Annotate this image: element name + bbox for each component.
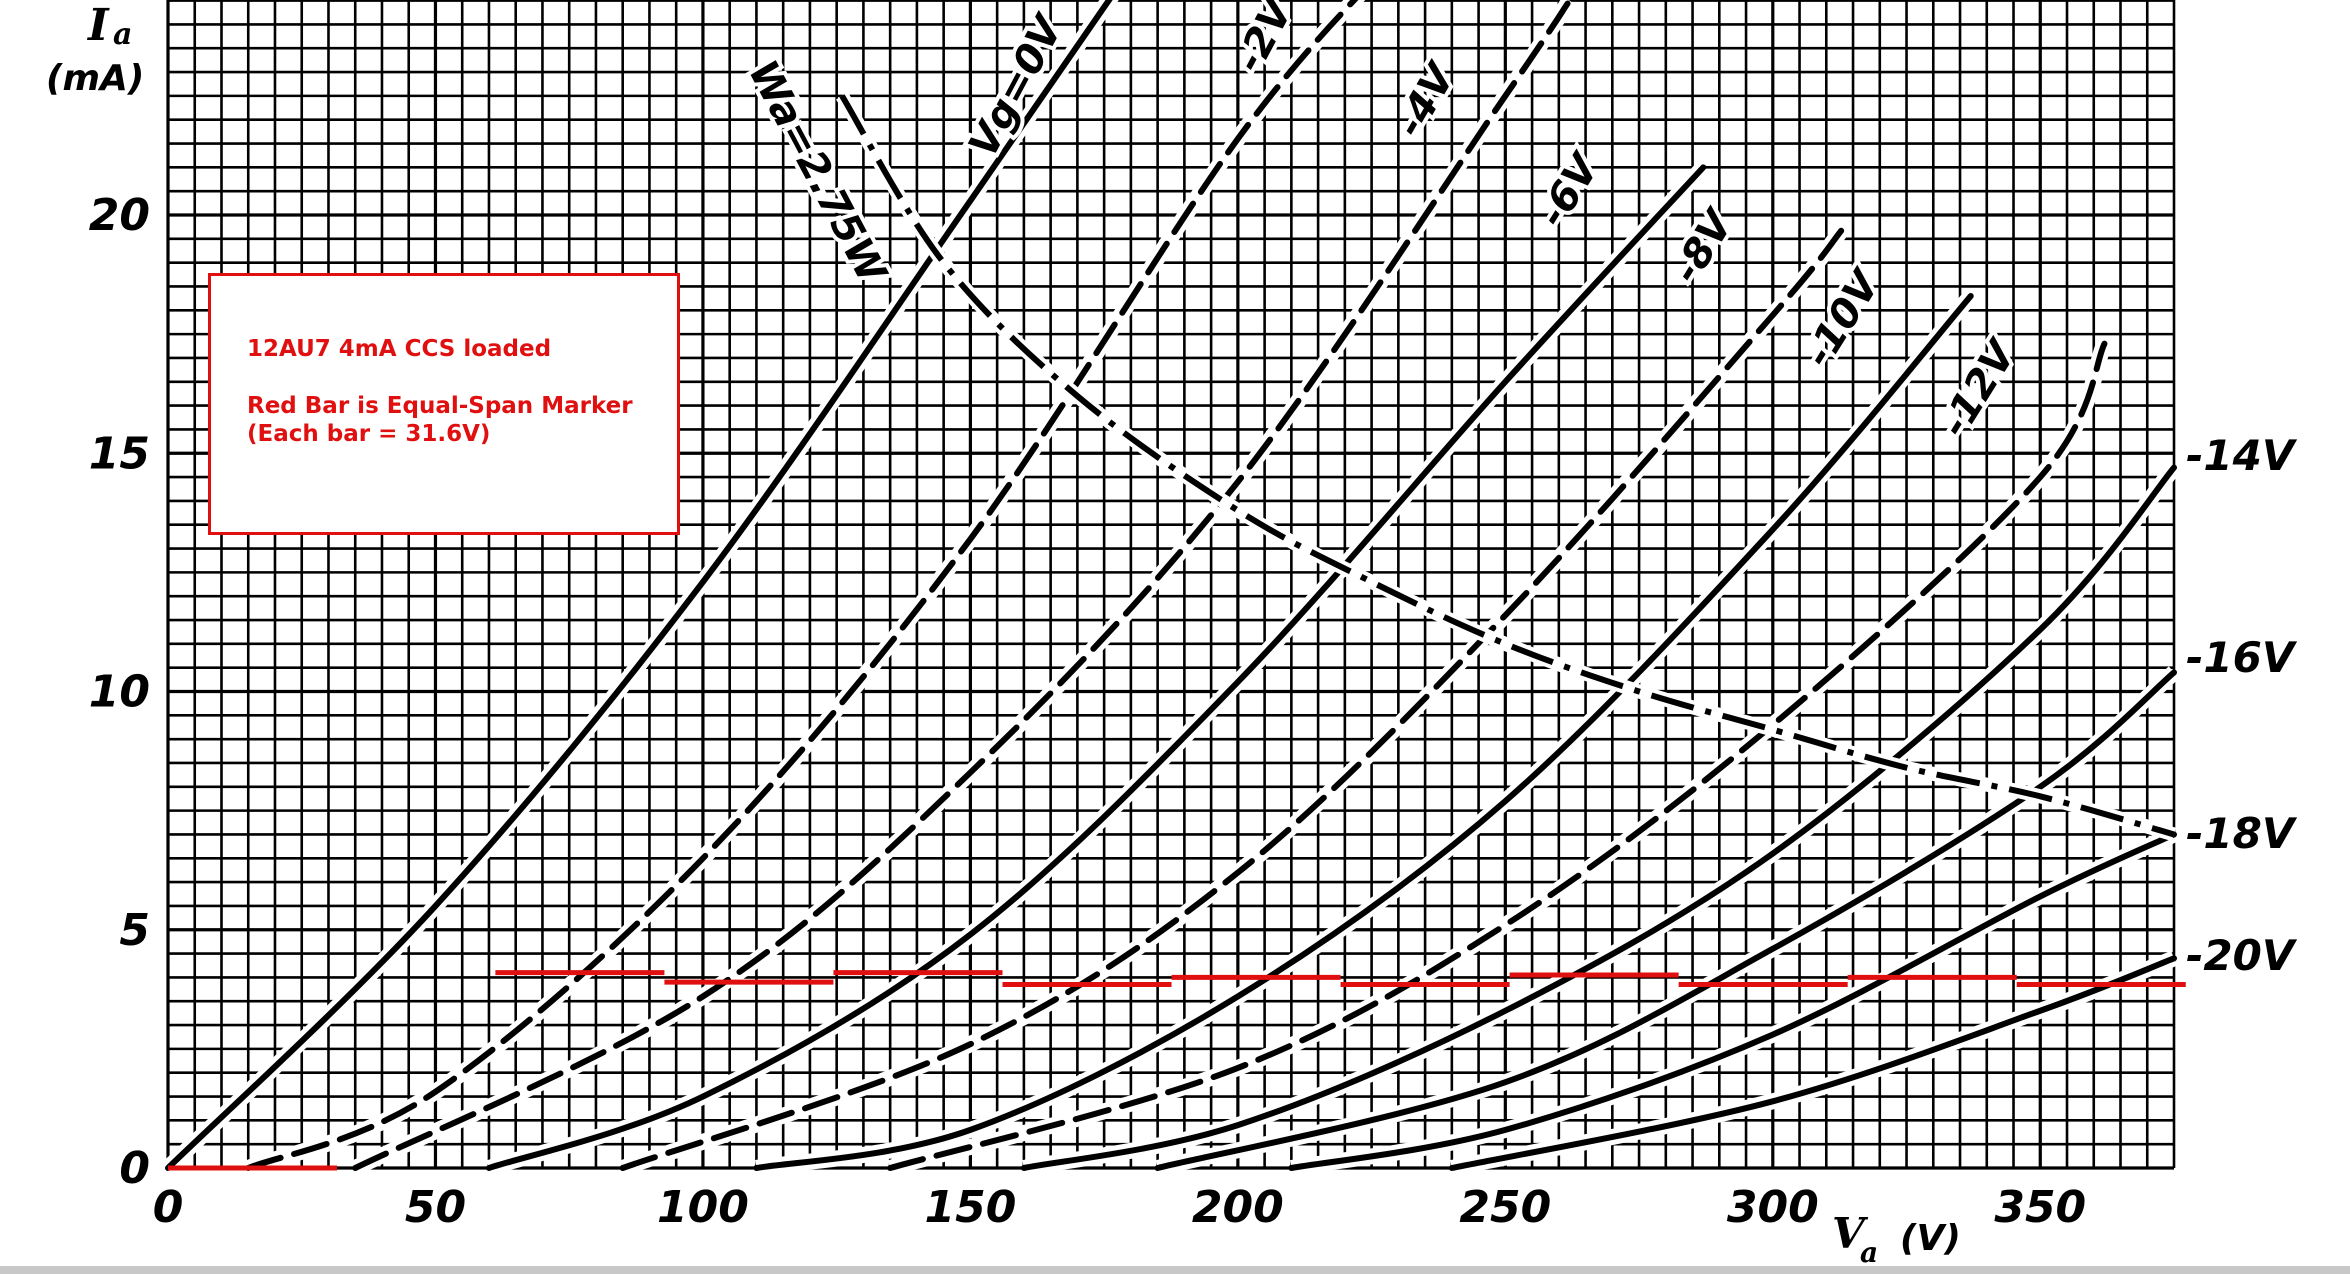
curve-12v bbox=[887, 340, 2108, 1171]
curve-8v bbox=[619, 226, 1846, 1171]
x-tick-label: 50 bbox=[405, 1182, 466, 1233]
curve-label: -18V bbox=[2186, 809, 2298, 858]
x-tick-label: 350 bbox=[1994, 1182, 2086, 1233]
y-axis-symbol: I bbox=[86, 0, 110, 51]
power-limit-line bbox=[839, 94, 2175, 838]
x-tick-label: 300 bbox=[1727, 1182, 1819, 1233]
curve-halo bbox=[887, 340, 2112, 1176]
annotation-span-note: (Each bar = 31.6V) bbox=[247, 421, 491, 447]
axis-tick-labels: 0 50 100 150 200 250 300 350 0 5 10 15 20 bbox=[89, 190, 2086, 1233]
x-axis-subscript: a bbox=[1860, 1236, 1878, 1269]
annotation-box: 12AU7 4mA CCS loaded Red Bar is Equal-Sp… bbox=[208, 273, 680, 535]
curve-halo bbox=[162, 0, 1119, 1174]
curve-label: -16V bbox=[2186, 633, 2298, 682]
curve-label: -14V bbox=[2186, 431, 2298, 480]
power-limit-curve bbox=[836, 92, 2176, 842]
y-tick-label: 10 bbox=[89, 667, 150, 718]
y-axis-unit: (mA) bbox=[46, 58, 144, 99]
curve-vg0v bbox=[165, 0, 1113, 1171]
x-axis-symbol: V bbox=[1832, 1209, 1869, 1258]
y-tick-label: 20 bbox=[89, 190, 150, 241]
y-tick-label: 0 bbox=[119, 1143, 150, 1194]
curve-label: -20V bbox=[2186, 931, 2298, 980]
y-tick-label: 15 bbox=[89, 428, 150, 479]
x-axis-unit: (V) bbox=[1900, 1218, 1961, 1259]
annotation-marker-note: Red Bar is Equal-Span Marker bbox=[247, 393, 633, 419]
x-tick-label: 250 bbox=[1459, 1182, 1551, 1233]
red-bar-markers bbox=[168, 970, 2186, 1171]
curve-16v bbox=[1154, 669, 2177, 1171]
y-axis-subscript: a bbox=[113, 17, 132, 52]
bottom-scroll-strip bbox=[0, 1266, 2350, 1274]
curve-4v bbox=[352, 0, 1573, 1171]
curve-20v bbox=[1448, 955, 2177, 1171]
annotation-title: 12AU7 4mA CCS loaded bbox=[247, 336, 552, 362]
curve-6v bbox=[485, 164, 1707, 1171]
y-tick-label: 5 bbox=[119, 905, 150, 956]
curve-10v bbox=[753, 293, 1974, 1171]
curve-18v bbox=[1288, 831, 2177, 1171]
curve-2v bbox=[245, 0, 1359, 1171]
x-tick-label: 100 bbox=[657, 1182, 749, 1233]
power-limit-label: Wa=2.75W bbox=[739, 53, 895, 292]
x-tick-label: 0 bbox=[153, 1182, 184, 1233]
curve-label: -6V bbox=[1529, 144, 1610, 235]
curve-14v bbox=[1020, 464, 2177, 1171]
chart-curves bbox=[162, 0, 2181, 1176]
x-tick-label: 200 bbox=[1192, 1182, 1284, 1233]
x-tick-label: 150 bbox=[924, 1182, 1016, 1233]
power-limit-halo bbox=[836, 92, 2176, 842]
